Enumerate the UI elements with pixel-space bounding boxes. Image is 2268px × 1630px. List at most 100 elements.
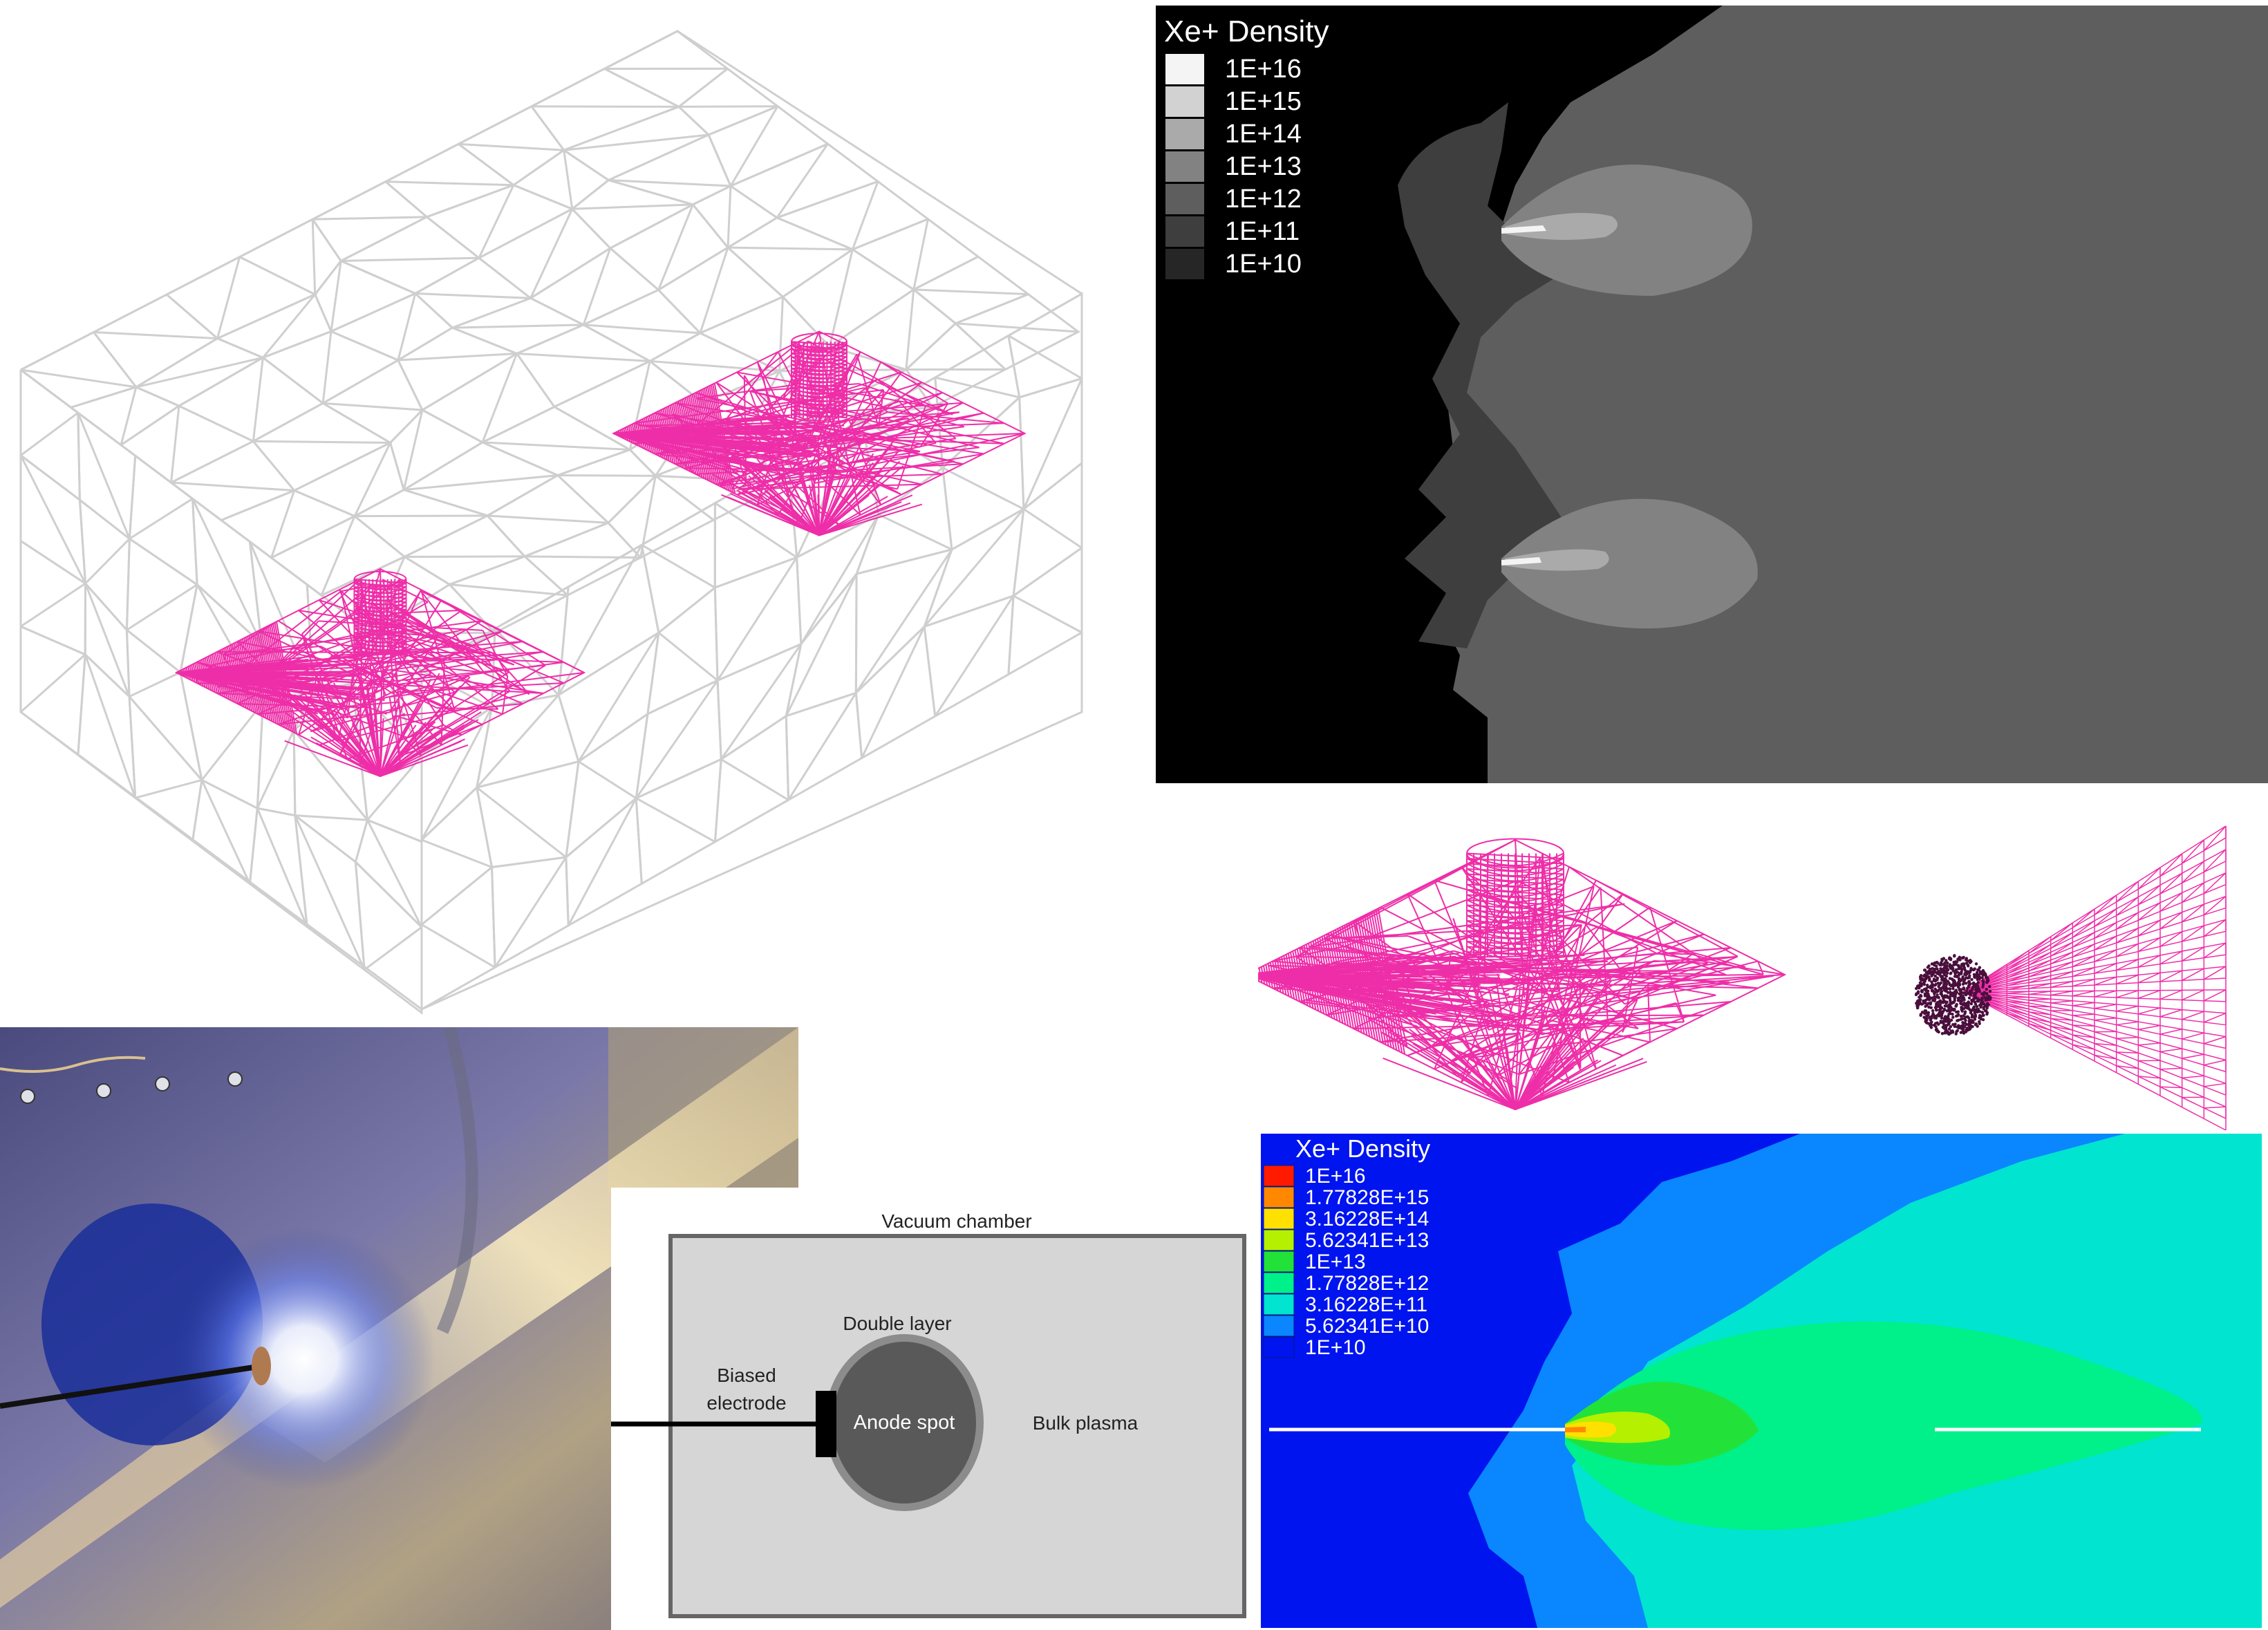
particle [1924, 1020, 1927, 1023]
particle [1969, 1002, 1974, 1006]
particle [1940, 986, 1944, 990]
particle [1951, 1012, 1954, 1016]
particle [1915, 1006, 1920, 1010]
particle [1980, 1011, 1984, 1014]
particle [1927, 964, 1931, 968]
gray-density-svg: Xe+ Density 1E+161E+151E+141E+131E+121E+… [1156, 6, 2268, 783]
particle [1978, 966, 1982, 969]
particle [1958, 971, 1962, 975]
particle [1963, 1012, 1967, 1015]
core-upper [1501, 225, 1546, 234]
particle [1952, 1001, 1956, 1004]
magenta-mesh-cluster-detail [1258, 838, 1787, 1111]
particle [1941, 1009, 1945, 1013]
particle-cloud [1914, 954, 1992, 1036]
particle [1975, 975, 1979, 979]
particle [1978, 972, 1982, 975]
particle [1960, 995, 1964, 999]
particle [1979, 1015, 1983, 1019]
electrode-wire [0, 1363, 263, 1409]
particle [1970, 988, 1974, 992]
particle [1956, 986, 1960, 989]
particle [1940, 1016, 1944, 1020]
particle [1959, 1002, 1962, 1005]
particle [1940, 992, 1944, 996]
bulk-plasma-label: Bulk plasma [1033, 1412, 1138, 1434]
particle [1918, 986, 1921, 990]
particle [1943, 961, 1947, 965]
particle [1962, 1024, 1967, 1029]
legend-label: 1E+15 [1225, 87, 1302, 116]
particle [1953, 954, 1956, 957]
particle [1947, 995, 1950, 999]
particle [1968, 974, 1971, 977]
legend-swatch [1263, 1186, 1295, 1208]
particle [1976, 980, 1980, 984]
particle [1942, 1000, 1947, 1003]
legend-label: 1E+13 [1225, 152, 1302, 181]
contour-1.78e12 [1565, 1321, 2202, 1530]
particle [1985, 981, 1989, 984]
particle [1969, 982, 1972, 986]
particle [1930, 989, 1934, 992]
particle [1982, 981, 1985, 984]
legend-swatch [1165, 216, 1204, 247]
particle [1964, 982, 1968, 985]
particle [1987, 1003, 1990, 1006]
particle [1973, 994, 1976, 997]
particle [1929, 970, 1933, 973]
chamber-bolts [20, 1071, 243, 1104]
particle [1939, 1020, 1943, 1024]
particle [1948, 983, 1951, 986]
particle [1918, 981, 1922, 984]
vacuum-chamber-title: Vacuum chamber [881, 1210, 1031, 1232]
schematic-panel: Vacuum chamber Double layer Anode spot B… [611, 1188, 1268, 1630]
legend-label: 1E+10 [1225, 250, 1302, 279]
particle [1929, 1006, 1933, 1010]
particle [1933, 971, 1936, 974]
particle [1962, 991, 1966, 995]
particle [1919, 974, 1923, 977]
particle [1951, 1015, 1955, 1019]
particle [1930, 980, 1933, 984]
particle [1925, 1014, 1929, 1018]
particle [1944, 959, 1948, 962]
particle [1964, 973, 1968, 977]
legend-label: 1E+16 [1305, 1165, 1366, 1188]
particle [1945, 1000, 1949, 1004]
particle [1954, 1032, 1958, 1036]
particle [1948, 987, 1952, 991]
particle [1966, 959, 1970, 963]
particle [1936, 962, 1940, 965]
particle [1967, 971, 1971, 975]
particle [1933, 999, 1936, 1003]
particle [1976, 1007, 1980, 1011]
particle [1982, 1002, 1986, 1006]
particle [1953, 997, 1956, 1001]
particle [1981, 985, 1985, 989]
particle [1985, 1009, 1988, 1013]
legend-swatch [1165, 249, 1204, 279]
particle [1939, 963, 1943, 967]
particle [1943, 977, 1947, 980]
particle [1930, 973, 1933, 977]
legend-label: 1E+14 [1225, 120, 1302, 149]
mesh-detail-svg [1258, 825, 2227, 1130]
particle [1951, 1029, 1954, 1033]
legend-swatch [1263, 1272, 1295, 1294]
particle [1914, 986, 1918, 991]
particle [1956, 981, 1960, 985]
legend-label: 1E+13 [1305, 1250, 1366, 1273]
particle [1933, 987, 1937, 991]
particle [1951, 966, 1955, 970]
particle [1931, 1009, 1935, 1013]
particle [1982, 1007, 1985, 1011]
particle [1961, 998, 1965, 1002]
particle [1946, 991, 1950, 994]
particle [1985, 1006, 1989, 1010]
anode-spot [832, 1342, 976, 1503]
legend-swatch [1263, 1293, 1295, 1315]
particle [1925, 974, 1929, 977]
particle [1951, 993, 1955, 997]
particle [1934, 982, 1938, 986]
